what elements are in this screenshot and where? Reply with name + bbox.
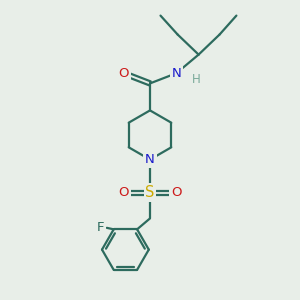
Text: N: N [172,67,181,80]
Text: H: H [192,73,201,86]
Text: S: S [145,185,155,200]
Text: O: O [171,186,182,199]
Text: O: O [118,67,129,80]
Text: N: N [145,153,155,166]
Text: O: O [118,186,129,199]
Text: F: F [97,221,104,234]
